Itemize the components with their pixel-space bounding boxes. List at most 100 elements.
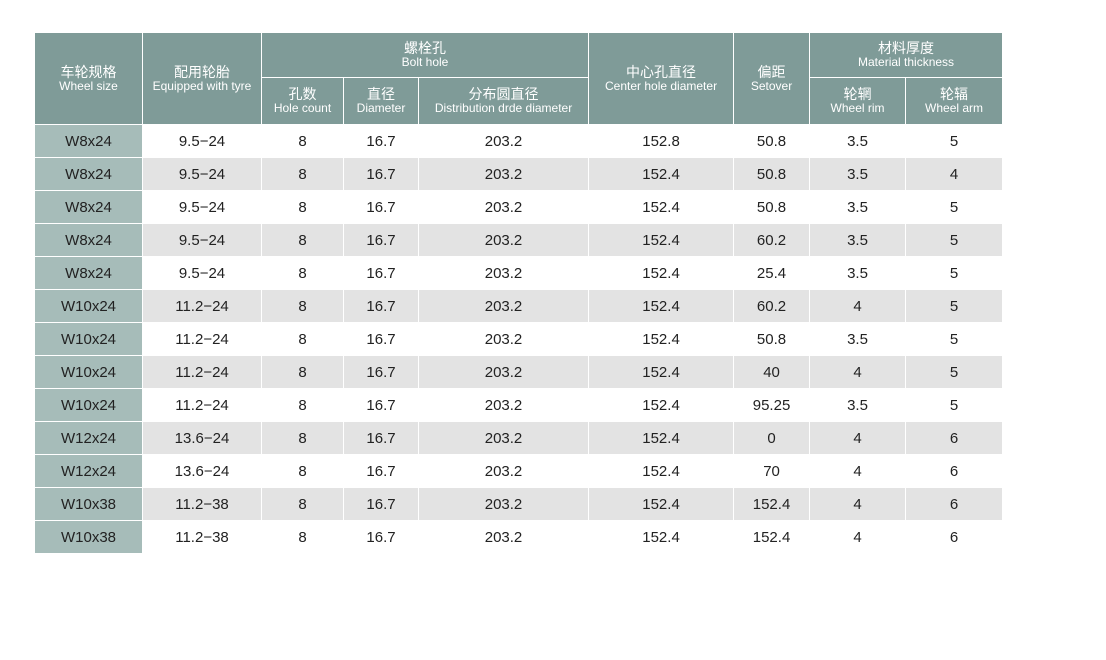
cell-wheel-size: W10x24 xyxy=(34,322,143,356)
header-distribution: 分布圆直径 Distribution drde diameter xyxy=(417,77,590,125)
cell-setover: 152.4 xyxy=(733,520,811,554)
cell-wheel-size: W8x24 xyxy=(34,223,143,257)
cell-wheel-rim: 3.5 xyxy=(809,256,907,290)
cell-diameter: 16.7 xyxy=(343,421,419,455)
cell-tyre: 9.5−24 xyxy=(142,124,262,158)
cell-center-hole: 152.4 xyxy=(588,223,735,257)
cell-setover: 50.8 xyxy=(733,190,811,224)
cell-tyre: 11.2−24 xyxy=(142,322,262,356)
cell-hole-count: 8 xyxy=(261,388,344,422)
cell-setover: 95.25 xyxy=(733,388,811,422)
table-row: W12x24 13.6−24 8 16.7 203.2 152.4 0 4 6 xyxy=(34,421,1004,455)
table-row: W10x38 11.2−38 8 16.7 203.2 152.4 152.4 4 6 xyxy=(34,487,1004,521)
cell-tyre: 9.5−24 xyxy=(142,190,262,224)
header-distribution-zh: 分布圆直径 xyxy=(468,86,539,103)
table-body: W8x24 9.5−24 8 16.7 203.2 152.8 50.8 3.5 5 W8x24 9… xyxy=(34,124,1004,554)
header-distribution-en: Distribution drde diameter xyxy=(434,101,573,116)
cell-diameter: 16.7 xyxy=(343,355,419,389)
cell-distribution-diameter: 203.2 xyxy=(417,355,590,389)
cell-wheel-arm: 6 xyxy=(905,454,1004,488)
table-row: W10x24 11.2−24 8 16.7 203.2 152.4 50.8 3.5 5 xyxy=(34,322,1004,356)
cell-distribution-diameter: 203.2 xyxy=(417,124,590,158)
cell-center-hole: 152.8 xyxy=(588,124,735,158)
cell-tyre: 11.2−24 xyxy=(142,388,262,422)
cell-center-hole: 152.4 xyxy=(588,355,735,389)
cell-hole-count: 8 xyxy=(261,223,344,257)
cell-center-hole: 152.4 xyxy=(588,190,735,224)
cell-wheel-size: W10x38 xyxy=(34,487,143,521)
cell-center-hole: 152.4 xyxy=(588,256,735,290)
table-row: W10x24 11.2−24 8 16.7 203.2 152.4 95.25 3.5 5 xyxy=(34,388,1004,422)
header-setover: 偏距 Setover xyxy=(733,32,811,125)
cell-tyre: 9.5−24 xyxy=(142,256,262,290)
cell-tyre: 13.6−24 xyxy=(142,454,262,488)
header-diameter: 直径 Diameter xyxy=(343,77,419,125)
cell-diameter: 16.7 xyxy=(343,190,419,224)
cell-wheel-rim: 3.5 xyxy=(809,322,907,356)
cell-hole-count: 8 xyxy=(261,256,344,290)
cell-distribution-diameter: 203.2 xyxy=(417,454,590,488)
header-center-hole-zh: 中心孔直径 xyxy=(626,63,697,80)
cell-tyre: 11.2−24 xyxy=(142,289,262,323)
cell-setover: 50.8 xyxy=(733,322,811,356)
cell-tyre: 11.2−38 xyxy=(142,487,262,521)
cell-wheel-size: W8x24 xyxy=(34,190,143,224)
cell-diameter: 16.7 xyxy=(343,289,419,323)
cell-diameter: 16.7 xyxy=(343,124,419,158)
cell-hole-count: 8 xyxy=(261,454,344,488)
cell-wheel-rim: 4 xyxy=(809,520,907,554)
header-material-zh: 材料厚度 xyxy=(878,40,935,57)
cell-wheel-arm: 5 xyxy=(905,388,1004,422)
header-diameter-en: Diameter xyxy=(356,101,406,116)
cell-tyre: 9.5−24 xyxy=(142,223,262,257)
cell-wheel-arm: 6 xyxy=(905,520,1004,554)
cell-wheel-arm: 5 xyxy=(905,322,1004,356)
cell-setover: 70 xyxy=(733,454,811,488)
cell-wheel-arm: 5 xyxy=(905,289,1004,323)
cell-wheel-size: W8x24 xyxy=(34,157,143,191)
cell-center-hole: 152.4 xyxy=(588,289,735,323)
cell-distribution-diameter: 203.2 xyxy=(417,223,590,257)
cell-hole-count: 8 xyxy=(261,322,344,356)
header-wheel-size: 车轮规格 Wheel size xyxy=(34,32,143,125)
cell-wheel-rim: 3.5 xyxy=(809,124,907,158)
cell-wheel-arm: 4 xyxy=(905,157,1004,191)
cell-setover: 0 xyxy=(733,421,811,455)
header-arm-en: Wheel arm xyxy=(925,101,984,116)
table-row: W10x24 11.2−24 8 16.7 203.2 152.4 60.2 4 5 xyxy=(34,289,1004,323)
cell-hole-count: 8 xyxy=(261,421,344,455)
cell-tyre: 9.5−24 xyxy=(142,157,262,191)
cell-setover: 152.4 xyxy=(733,487,811,521)
cell-wheel-arm: 5 xyxy=(905,256,1004,290)
wheel-spec-table: 车轮规格 Wheel size 配用轮胎 Equipped with tyre … xyxy=(34,32,1004,554)
cell-center-hole: 152.4 xyxy=(588,454,735,488)
cell-distribution-diameter: 203.2 xyxy=(417,190,590,224)
cell-diameter: 16.7 xyxy=(343,388,419,422)
header-wheel-arm: 轮辐 Wheel arm xyxy=(905,77,1004,125)
cell-hole-count: 8 xyxy=(261,289,344,323)
cell-wheel-arm: 5 xyxy=(905,355,1004,389)
table-row: W8x24 9.5−24 8 16.7 203.2 152.4 60.2 3.5 5 xyxy=(34,223,1004,257)
table-row: W12x24 13.6−24 8 16.7 203.2 152.4 70 4 6 xyxy=(34,454,1004,488)
table-row: W10x24 11.2−24 8 16.7 203.2 152.4 40 4 5 xyxy=(34,355,1004,389)
cell-wheel-rim: 3.5 xyxy=(809,157,907,191)
header-rim-en: Wheel rim xyxy=(830,101,885,116)
cell-center-hole: 152.4 xyxy=(588,388,735,422)
cell-diameter: 16.7 xyxy=(343,256,419,290)
cell-wheel-arm: 6 xyxy=(905,421,1004,455)
cell-wheel-rim: 4 xyxy=(809,355,907,389)
table-row: W8x24 9.5−24 8 16.7 203.2 152.4 50.8 3.5 4 xyxy=(34,157,1004,191)
cell-wheel-arm: 5 xyxy=(905,124,1004,158)
cell-wheel-size: W12x24 xyxy=(34,421,143,455)
header-tyre-en: Equipped with tyre xyxy=(152,78,252,93)
header-setover-zh: 偏距 xyxy=(757,63,786,80)
cell-diameter: 16.7 xyxy=(343,322,419,356)
cell-hole-count: 8 xyxy=(261,355,344,389)
cell-wheel-rim: 3.5 xyxy=(809,388,907,422)
cell-wheel-size: W8x24 xyxy=(34,256,143,290)
cell-diameter: 16.7 xyxy=(343,157,419,191)
header-center-hole-en: Center hole diameter xyxy=(605,78,718,93)
cell-wheel-arm: 5 xyxy=(905,190,1004,224)
cell-setover: 50.8 xyxy=(733,157,811,191)
cell-tyre: 11.2−38 xyxy=(142,520,262,554)
